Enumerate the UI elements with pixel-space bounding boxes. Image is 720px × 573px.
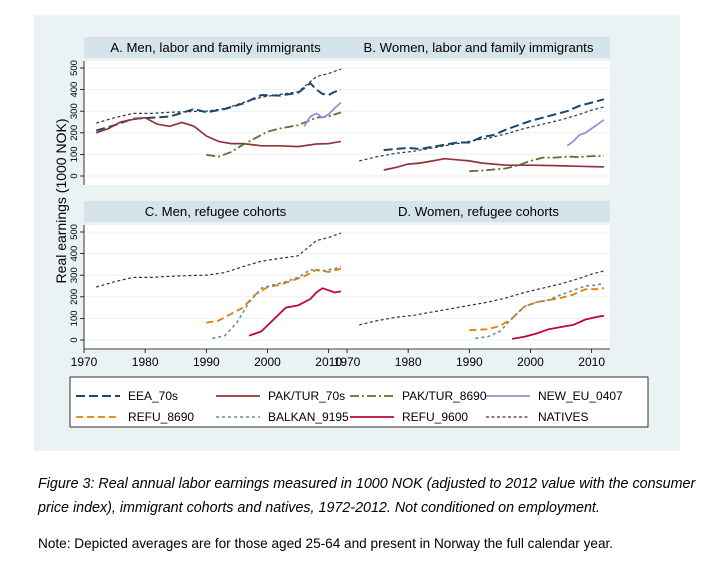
legend-label: BALKAN_9195 xyxy=(268,410,349,424)
y-tick-label: 400 xyxy=(69,82,80,98)
x-tick-label: 2000 xyxy=(254,355,281,369)
x-tick-label: 1990 xyxy=(456,355,483,369)
y-tick-label: 0 xyxy=(69,337,80,342)
legend-label: NEW_EU_0407 xyxy=(538,389,623,403)
y-axis-title: Real earnings (1000 NOK) xyxy=(53,119,69,284)
x-tick-label: 1980 xyxy=(395,355,422,369)
panel-title-strip xyxy=(84,37,347,58)
x-tick-label: 2010 xyxy=(315,355,342,369)
x-tick-label: 2010 xyxy=(578,355,605,369)
legend-label: REFU_8690 xyxy=(128,410,194,424)
y-tick-label: 300 xyxy=(69,267,80,283)
legend-label: REFU_9600 xyxy=(402,410,468,424)
plot-area xyxy=(347,225,610,349)
series-line-pak-tur-70s-panel-b xyxy=(383,157,604,171)
figure-note: Note: Depicted averages are for those ag… xyxy=(38,536,614,551)
y-tick-label: 500 xyxy=(69,224,80,240)
panel-title-strip xyxy=(84,201,347,222)
series-line-eea-70s-panel-a xyxy=(95,82,342,132)
legend-box xyxy=(69,376,649,428)
y-tick-label: 200 xyxy=(69,289,80,305)
plot-area xyxy=(347,61,610,185)
legend-label: PAK/TUR_70s xyxy=(268,389,345,403)
series-line-refu-9600-panel-d xyxy=(511,314,605,340)
series-line-refu-9600-panel-c xyxy=(248,287,342,337)
y-tick-label: 100 xyxy=(69,310,80,326)
x-tick-label: 2000 xyxy=(517,355,544,369)
series-line-eea-70s-panel-b xyxy=(383,98,605,152)
y-tick-label: 0 xyxy=(69,173,80,178)
legend-label: EEA_70s xyxy=(128,389,178,403)
x-tick-label: 1990 xyxy=(193,355,220,369)
y-tick-label: 100 xyxy=(69,146,80,162)
y-tick-label: 300 xyxy=(69,103,80,119)
series-line-new-eu-0407-panel-a xyxy=(303,101,342,127)
series-line-pak-tur-8690-panel-b xyxy=(469,155,604,173)
series-line-natives-panel-a xyxy=(96,68,342,124)
legend-label: PAK/TUR_8690 xyxy=(402,389,487,403)
panel-title: B. Women, labor and family immigrants xyxy=(364,40,594,55)
x-tick-label: 1970 xyxy=(334,355,361,369)
figure-caption: Figure 3: Real annual labor earnings mea… xyxy=(38,476,696,516)
panel-title-strip xyxy=(347,37,610,58)
y-tick-label: 400 xyxy=(69,246,80,262)
y-tick-label: 500 xyxy=(69,60,80,76)
series-line-new-eu-0407-panel-b xyxy=(566,119,605,147)
figure-panel: A. Men, labor and family immigrants 0 100 2… xyxy=(34,15,680,451)
plot-area xyxy=(84,225,347,349)
series-line-pak-tur-70s-panel-a xyxy=(95,116,342,148)
y-tick-label: 200 xyxy=(69,125,80,141)
series-line-natives-panel-c xyxy=(96,232,342,288)
chart-figure: A. Men, labor and family immigrants 0 100 2… xyxy=(53,37,649,428)
panel-title: A. Men, labor and family immigrants xyxy=(110,40,321,55)
x-tick-label: 1980 xyxy=(132,355,159,369)
panel-title: C. Men, refugee cohorts xyxy=(145,204,287,219)
panel-title: D. Women, refugee cohorts xyxy=(398,204,559,219)
panel-title-strip xyxy=(347,201,610,222)
series-line-balkan-9195-panel-d xyxy=(475,282,605,340)
x-tick-label: 1970 xyxy=(71,355,98,369)
series-line-balkan-9195-panel-c xyxy=(212,265,342,340)
legend-label: NATIVES xyxy=(538,410,588,424)
